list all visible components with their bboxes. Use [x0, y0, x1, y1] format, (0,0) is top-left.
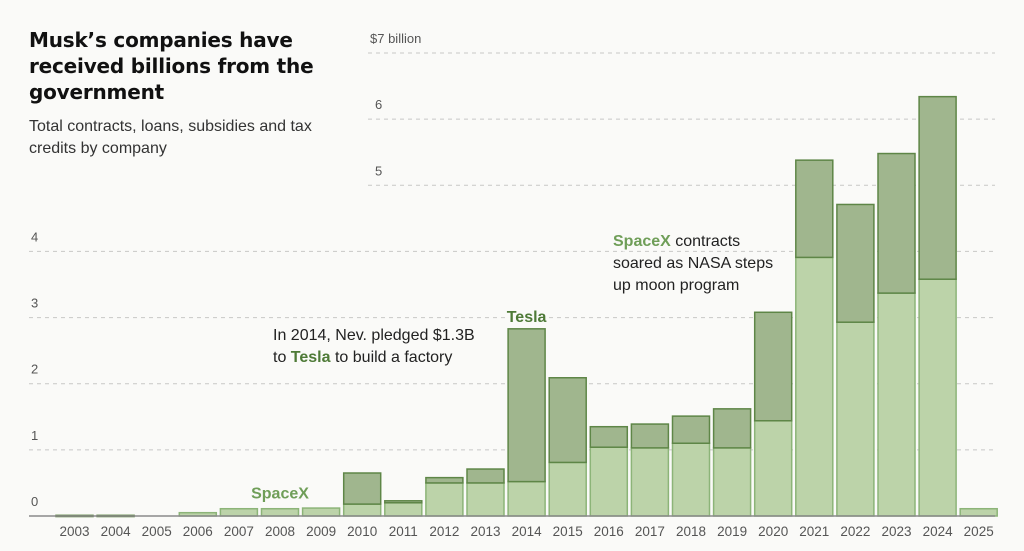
x-tick-label: 2016 — [594, 524, 624, 539]
bar-tesla-2020 — [753, 311, 793, 422]
bar-tesla-2012 — [425, 476, 464, 484]
y-tick-label: 4 — [31, 229, 38, 244]
annotation-text: In 2014, Nev. pledged $1.3B — [273, 327, 475, 344]
chart-subtitle: Total contracts, loans, subsidies and ta… — [29, 118, 312, 157]
x-tick-label: 2006 — [183, 524, 213, 539]
bar-spacex-2015 — [548, 461, 587, 517]
bar-spacex-2016 — [589, 446, 629, 517]
x-tick-label: 2014 — [512, 524, 543, 539]
annotation-tesla-note: In 2014, Nev. pledged $1.3B to Tesla to b… — [273, 327, 475, 366]
y-tick-label: 5 — [375, 163, 382, 178]
x-tick-label: 2005 — [142, 524, 172, 539]
chart-title: Musk’s companies have received billions … — [29, 28, 314, 104]
annotation-text: SpaceX — [613, 233, 671, 250]
y-axis-ticks: 0 1 2 3 4 5 6 $7 billion — [31, 31, 421, 509]
bar-spacex-2020 — [753, 420, 793, 517]
annotation-text: to — [273, 349, 291, 366]
bar-tesla-2017 — [630, 423, 670, 449]
bar-spacex-2012 — [425, 482, 464, 517]
bar-tesla-2011 — [384, 500, 423, 504]
bar-tesla-2018 — [671, 415, 711, 444]
x-tick-label: 2017 — [635, 524, 665, 539]
bar-tesla-2024 — [918, 95, 957, 280]
y-tick-label: 6 — [375, 97, 382, 112]
bar-tesla-2014 — [507, 328, 546, 483]
x-tick-label: 2008 — [265, 524, 295, 539]
bar-spacex-2025 — [959, 507, 998, 517]
bar-spacex-2007 — [219, 507, 259, 517]
y-tick-label: 3 — [31, 296, 38, 311]
bar-spacex-2011 — [384, 502, 423, 517]
bar-tesla-2019 — [712, 408, 752, 449]
bar-spacex-2024 — [918, 278, 957, 517]
x-tick-label: 2015 — [553, 524, 583, 539]
bar-spacex-2021 — [795, 256, 834, 517]
x-tick-label: 2009 — [306, 524, 336, 539]
y-tick-label: $7 billion — [370, 31, 421, 46]
bar-spacex-2010 — [342, 503, 382, 517]
x-tick-label: 2003 — [59, 524, 89, 539]
x-tick-label: 2021 — [799, 524, 829, 539]
bar-tesla-2010 — [342, 472, 382, 505]
series-label-spacex: SpaceX — [251, 486, 309, 503]
annotation-text: soared as NASA steps — [613, 255, 773, 272]
x-tick-label: 2018 — [676, 524, 706, 539]
bar-spacex-2017 — [630, 447, 670, 517]
bars — [55, 95, 998, 518]
x-tick-label: 2024 — [923, 524, 954, 539]
x-tick-label: 2012 — [429, 524, 459, 539]
x-tick-label: 2023 — [881, 524, 911, 539]
annotation-text: Tesla — [291, 349, 331, 366]
bar-spacex-2009 — [301, 507, 341, 517]
x-tick-label: 2025 — [964, 524, 994, 539]
bar-tesla-2022 — [836, 203, 875, 323]
bar-tesla-2015 — [548, 377, 587, 464]
x-tick-label: 2011 — [389, 524, 418, 539]
y-tick-label: 0 — [31, 494, 38, 509]
series-label-tesla: Tesla — [507, 309, 547, 326]
bar-spacex-2023 — [877, 292, 916, 517]
bar-spacex-2008 — [260, 507, 300, 517]
x-tick-label: 2013 — [470, 524, 500, 539]
bar-spacex-2019 — [712, 447, 752, 517]
annotation-spacex-note: SpaceX contracts soared as NASA steps up m… — [613, 233, 773, 294]
x-tick-label: 2010 — [347, 524, 377, 539]
series-labels: SpaceX Tesla — [249, 307, 548, 505]
bar-tesla-2016 — [589, 425, 629, 448]
annotations: In 2014, Nev. pledged $1.3B to Tesla to b… — [271, 231, 775, 368]
y-tick-label: 2 — [31, 362, 38, 377]
annotation-text: contracts — [671, 233, 740, 250]
x-tick-label: 2007 — [224, 524, 254, 539]
annotation-text: up moon program — [613, 277, 739, 294]
bar-spacex-2022 — [836, 321, 875, 517]
x-tick-label: 2020 — [758, 524, 788, 539]
bar-tesla-2013 — [466, 468, 505, 484]
x-tick-label: 2019 — [717, 524, 747, 539]
bar-spacex-2018 — [671, 442, 711, 517]
bar-tesla-2023 — [877, 152, 916, 294]
y-tick-label: 1 — [31, 428, 38, 443]
x-axis-ticks: 2003 2004 2005 2006 2007 2008 2009 2010 2011 2012… — [59, 524, 993, 539]
bar-tesla-2021 — [795, 159, 834, 259]
bar-spacex-2014 — [507, 480, 546, 517]
x-tick-label: 2004 — [101, 524, 132, 539]
x-tick-label: 2022 — [840, 524, 870, 539]
annotation-text: to build a factory — [331, 349, 453, 366]
bar-spacex-2013 — [466, 482, 505, 517]
